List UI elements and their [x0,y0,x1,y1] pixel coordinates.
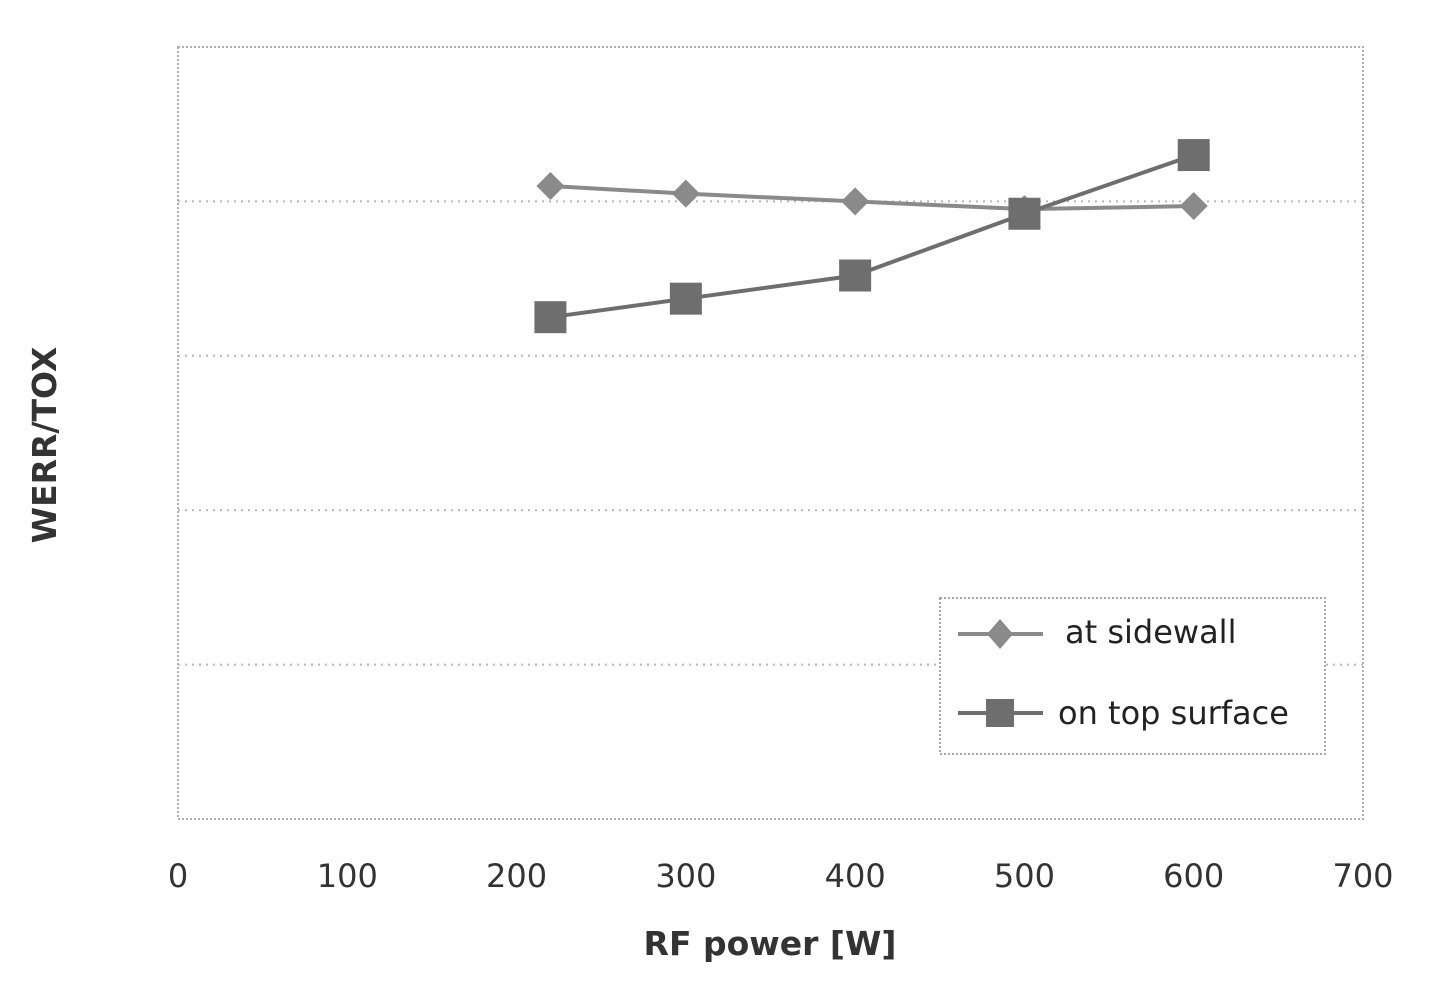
x-tick-label: 100 [317,857,378,895]
y-axis-title: WERR/TOX [25,347,64,544]
chart-svg: 0 100 200 300 400 500 600 700 RF power [W] WERR… [0,0,1431,998]
x-tick-labels: 0 100 200 300 400 500 600 700 [168,857,1394,895]
x-tick-label: 600 [1163,857,1224,895]
data-point-on-top-surface [1178,139,1210,171]
data-point-on-top-surface [839,260,871,292]
x-tick-label: 400 [825,857,886,895]
legend-label-at-sidewall: at sidewall [1065,613,1236,651]
x-tick-label: 700 [1332,857,1393,895]
data-point-on-top-surface [1008,198,1040,230]
chart: 0 100 200 300 400 500 600 700 RF power [W] WERR… [0,0,1431,998]
x-tick-label: 0 [168,857,188,895]
data-point-on-top-surface [670,283,702,315]
x-tick-label: 500 [994,857,1055,895]
legend-marker-on-top-surface [986,699,1014,727]
x-axis-title: RF power [W] [644,924,897,963]
legend-label-on-top-surface: on top surface [1058,694,1289,732]
data-point-on-top-surface [534,301,566,333]
legend: at sidewall on top surface [940,598,1325,754]
x-tick-label: 300 [655,857,716,895]
x-tick-label: 200 [486,857,547,895]
